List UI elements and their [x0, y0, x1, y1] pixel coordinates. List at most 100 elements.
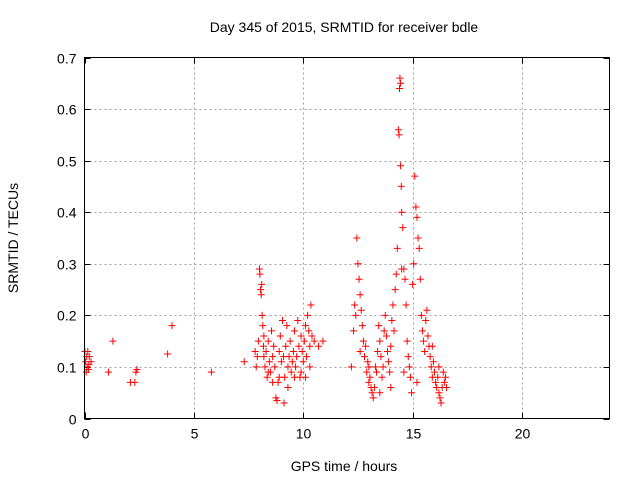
data-point [259, 322, 267, 330]
data-point [429, 358, 437, 366]
data-point [414, 234, 422, 242]
data-point [428, 342, 436, 350]
data-point [398, 208, 406, 216]
data-point [381, 311, 389, 319]
data-point [293, 353, 301, 361]
data-point [365, 363, 373, 371]
data-point [164, 350, 172, 358]
data-point [386, 368, 394, 376]
data-point [387, 342, 395, 350]
y-tick-label: 0.3 [57, 257, 77, 273]
data-point [354, 260, 362, 268]
data-point [356, 347, 364, 355]
data-point [396, 84, 403, 92]
data-point [269, 353, 277, 361]
data-point [303, 353, 311, 361]
data-point [258, 311, 266, 319]
data-point [299, 358, 307, 366]
data-point [292, 363, 300, 371]
data-point [389, 301, 397, 309]
data-point [275, 347, 283, 355]
data-point [366, 373, 374, 381]
data-point [301, 322, 309, 330]
data-point [359, 337, 367, 345]
data-point [399, 224, 407, 232]
data-point [268, 327, 276, 335]
data-point [441, 373, 449, 381]
data-point [269, 378, 277, 386]
data-point [261, 363, 269, 371]
data-point [406, 373, 414, 381]
data-point [435, 389, 443, 397]
data-point [437, 399, 445, 407]
data-point [254, 337, 262, 345]
data-point [361, 353, 368, 361]
data-point [283, 322, 291, 330]
data-point [306, 342, 314, 350]
data-point [394, 126, 402, 134]
y-axis-title: SRMTID / TECUs [5, 183, 21, 293]
data-point [276, 332, 284, 340]
data-point [350, 327, 358, 335]
y-tick-label: 0.1 [57, 360, 77, 376]
data-point [347, 363, 355, 371]
data-point [397, 182, 405, 190]
x-axis-title: GPS time / hours [291, 458, 398, 474]
data-point [411, 172, 419, 180]
chart-title: Day 345 of 2015, SRMTID for receiver bdl… [210, 19, 479, 35]
y-tick-label: 0.5 [57, 154, 77, 170]
data-point [352, 311, 360, 319]
data-point [413, 378, 421, 386]
data-point [355, 275, 363, 283]
data-point [412, 203, 420, 211]
data-point [288, 358, 296, 366]
data-point [356, 291, 364, 299]
data-point [85, 353, 93, 361]
data-point [258, 280, 266, 288]
data-point [409, 280, 417, 288]
data-point [393, 244, 401, 252]
data-point [133, 366, 141, 374]
data-point [395, 131, 403, 139]
data-point [421, 347, 429, 355]
data-point [262, 347, 270, 355]
data-point [284, 384, 292, 392]
data-point [396, 74, 404, 82]
data-point [390, 327, 398, 335]
data-point [295, 342, 303, 350]
data-point [410, 260, 418, 268]
data-point [305, 327, 313, 335]
y-tick-label: 0.4 [57, 205, 77, 221]
data-point [436, 394, 444, 402]
data-point [408, 389, 416, 397]
data-point [265, 358, 273, 366]
data-point [259, 342, 267, 350]
y-tick-label: 0.7 [57, 51, 77, 67]
data-point [422, 317, 430, 325]
data-point [294, 317, 302, 325]
data-point [418, 327, 426, 335]
x-tick-label: 20 [515, 426, 531, 442]
data-point [403, 337, 411, 345]
data-point [371, 363, 379, 371]
data-point [365, 378, 373, 386]
data-point [363, 368, 371, 376]
data-point [385, 358, 393, 366]
data-point [277, 358, 285, 366]
data-point [252, 363, 260, 371]
axis-ticks: 0 5 10 15 20 0 0.1 0.2 0.3 0.4 0.5 0.6 0.7 [57, 51, 610, 442]
data-point [397, 79, 405, 87]
data-point [131, 378, 139, 386]
data-point [253, 353, 261, 361]
data-point [426, 353, 434, 361]
data-point [401, 275, 409, 283]
data-point [109, 337, 117, 345]
data-point [377, 353, 385, 361]
data-point [310, 337, 318, 345]
data-point [275, 373, 283, 381]
data-point [379, 363, 387, 371]
data-point [264, 368, 272, 376]
data-point [273, 396, 281, 404]
data-point [257, 286, 265, 294]
